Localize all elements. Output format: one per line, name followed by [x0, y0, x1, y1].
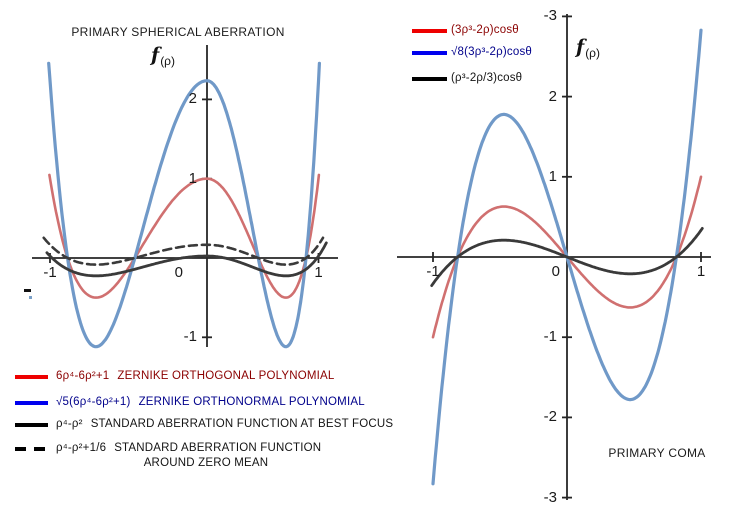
- primary-coma-ytick--1: -1: [543, 328, 557, 346]
- legend-line-red: [15, 375, 48, 379]
- legend-label: STANDARD ABERRATION FUNCTION: [114, 442, 322, 454]
- title-primary-spherical-aberration: PRIMARY SPHERICAL ABERRATION: [71, 25, 285, 39]
- legend-row: ρ⁴-ρ² STANDARD ABERRATION FUNCTION AT BES…: [15, 417, 393, 432]
- legend-coma: (3ρ³-2ρ)cosθ √8(3ρ³-2ρ)cosθ (ρ³-2ρ/3)cos…: [412, 23, 612, 98]
- legend-label: ZERNIKE ORTHOGONAL POLYNOMIAL: [117, 370, 335, 382]
- primary-spherical-aberration-ytick-1: 1: [188, 169, 197, 187]
- legend-label: ZERNIKE ORTHONORMAL POLYNOMIAL: [138, 396, 365, 408]
- primary-spherical-aberration-xtick--1: -1: [43, 264, 57, 281]
- primary-spherical-aberration-xtick-1: 1: [314, 264, 323, 281]
- legend-line-blue: [15, 401, 48, 405]
- primary-spherical-aberration-ytick-2: 2: [188, 90, 197, 108]
- curve-zernike-orthogonal: [48, 173, 321, 299]
- primary-coma-ytick--3: -3: [543, 488, 557, 506]
- legend-line-blue: [412, 51, 447, 55]
- legend-spherical: 6ρ⁴-6ρ²+1 ZERNIKE ORTHOGONAL POLYNOMIAL √…: [15, 369, 425, 479]
- primary-spherical-aberration-plot: [32, 45, 338, 349]
- legend-formula: √8(3ρ³-2ρ)cosθ: [451, 46, 532, 58]
- legend-formula: ρ⁴-ρ²: [56, 418, 83, 430]
- legend-label: STANDARD ABERRATION FUNCTION AT BEST FOC…: [90, 418, 394, 430]
- stray-dot: [29, 296, 32, 299]
- primary-coma-xtick-1: 1: [696, 263, 706, 280]
- legend-line-dashed: [15, 447, 48, 451]
- legend-line-red: [412, 29, 447, 33]
- legend-line-black: [15, 423, 48, 427]
- primary-coma-ytick-2: 2: [548, 87, 557, 105]
- primary-coma-ytick--3: -3: [543, 7, 557, 25]
- primary-coma-xtick--1: -1: [426, 263, 440, 280]
- legend-row: √5(6ρ⁴-6ρ²+1) ZERNIKE ORTHONORMAL POLYNOM…: [15, 395, 365, 410]
- legend-formula: √5(6ρ⁴-6ρ²+1): [56, 396, 131, 408]
- f-symbol: f: [151, 44, 160, 66]
- legend-formula: (3ρ³-2ρ)cosθ: [451, 24, 519, 36]
- curve-coma-standard: [430, 227, 704, 287]
- stray-dash: [24, 289, 31, 292]
- legend-formula: 6ρ⁴-6ρ²+1: [56, 370, 110, 382]
- f-symbol: f: [576, 36, 585, 58]
- primary-coma-ytick-1: 1: [548, 167, 557, 185]
- f-subscript-rho: (ρ): [160, 54, 176, 68]
- primary-coma-ytick--2: -2: [543, 408, 557, 426]
- legend-line-black: [412, 77, 447, 81]
- primary-spherical-aberration-origin-label: 0: [174, 264, 183, 281]
- f-subscript-rho: (ρ): [585, 46, 601, 60]
- legend-row: (ρ³-2ρ/3)cosθ: [412, 71, 530, 86]
- y-axis-label-left: f(ρ): [151, 44, 176, 68]
- curve-zernike-orthonormal: [47, 61, 321, 349]
- curve-standard-aberration-best-focus: [45, 241, 328, 278]
- legend-label-line2: AROUND ZERO MEAN: [143, 457, 269, 469]
- primary-coma-origin-label: 0: [551, 263, 560, 280]
- title-primary-coma: PRIMARY COMA: [608, 446, 706, 460]
- legend-formula: ρ⁴-ρ²+1/6: [56, 442, 107, 454]
- curve-standard-aberration-zero-mean: [42, 236, 325, 266]
- legend-row: (3ρ³-2ρ)cosθ: [412, 23, 527, 38]
- y-axis-label-right: f(ρ): [576, 36, 601, 60]
- legend-formula: (ρ³-2ρ/3)cosθ: [451, 72, 523, 84]
- primary-spherical-aberration-ytick--1: -1: [183, 328, 197, 346]
- primary-coma-plot: [397, 14, 711, 500]
- legend-row: 6ρ⁴-6ρ²+1 ZERNIKE ORTHOGONAL POLYNOMIAL: [15, 369, 335, 384]
- legend-row: √8(3ρ³-2ρ)cosθ: [412, 45, 540, 60]
- legend-row: ρ⁴-ρ²+1/6 STANDARD ABERRATION FUNCTION AR…: [15, 441, 356, 471]
